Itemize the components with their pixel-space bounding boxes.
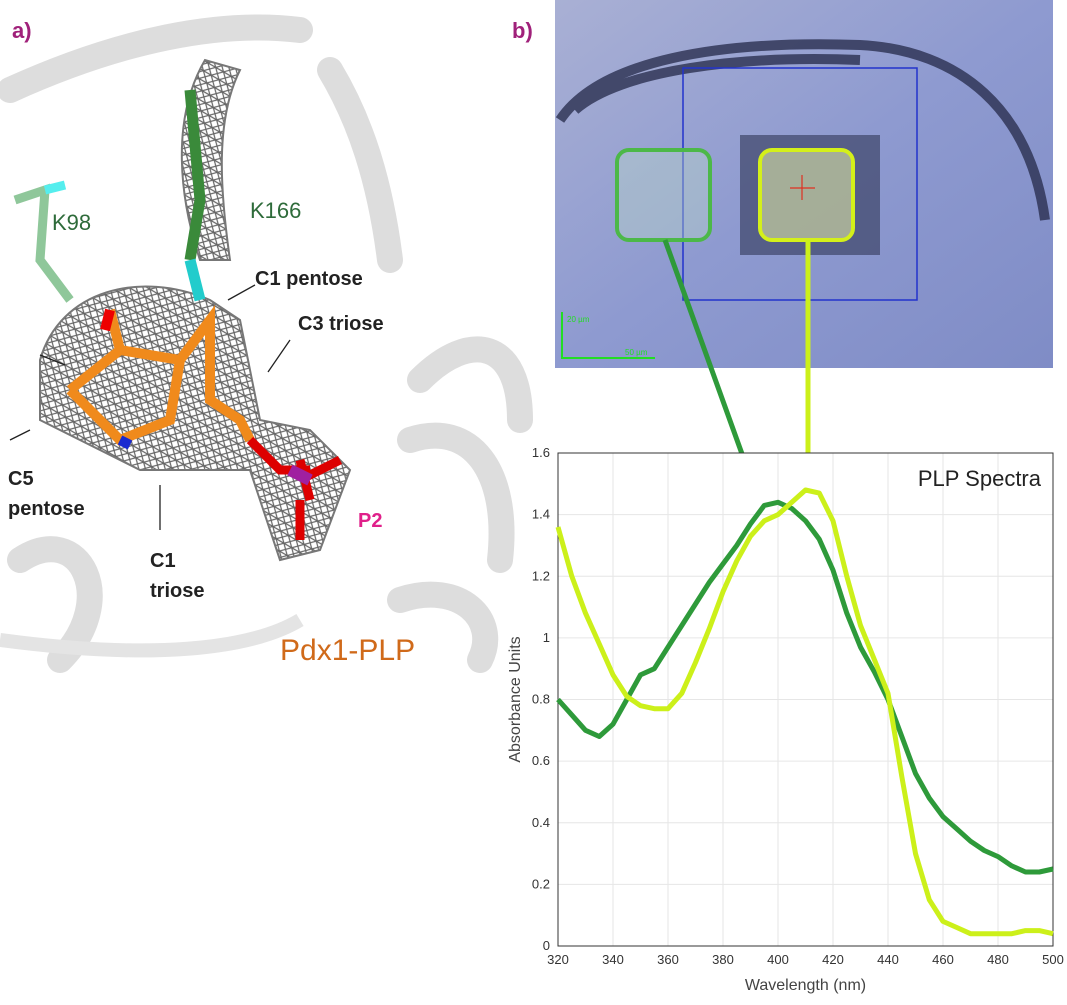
y-tick-label: 0.4	[532, 815, 550, 830]
atom-label: triose	[150, 580, 204, 602]
atom-label: C3 triose	[298, 313, 384, 335]
x-tick-label: 500	[1042, 952, 1064, 967]
structure	[0, 14, 533, 673]
chart-title: PLP Spectra	[918, 466, 1042, 491]
y-tick-label: 1.6	[532, 445, 550, 460]
scale-label: 20 µm	[567, 315, 590, 324]
atom-label: C5	[8, 468, 34, 490]
y-tick-label: 1.4	[532, 507, 550, 522]
y-tick-label: 0.8	[532, 692, 550, 707]
crystal-photo	[555, 0, 1053, 491]
y-axis-label: Absorbance Units	[507, 636, 524, 762]
x-tick-label: 480	[987, 952, 1009, 967]
y-tick-label: 1	[543, 630, 550, 645]
atom-label: pentose	[8, 498, 85, 520]
atom-label: C1 pentose	[255, 268, 363, 290]
atom-label: C1	[150, 550, 176, 572]
scale-label: 50 µm	[625, 348, 648, 357]
residue-label: K98	[52, 210, 91, 235]
y-tick-label: 0	[543, 938, 550, 953]
complex-label: Pdx1-PLP	[280, 634, 415, 667]
x-tick-label: 460	[932, 952, 954, 967]
y-tick-label: 1.2	[532, 568, 550, 583]
atom-label: P2	[358, 510, 382, 532]
panel-label: a)	[12, 18, 32, 43]
x-axis-label: Wavelength (nm)	[745, 977, 866, 994]
x-tick-label: 340	[602, 952, 624, 967]
x-tick-label: 440	[877, 952, 899, 967]
y-tick-label: 0.2	[532, 876, 550, 891]
residue-label: K166	[250, 198, 301, 223]
series-line	[556, 499, 1054, 875]
series-line	[555, 487, 1054, 937]
x-tick-label: 380	[712, 952, 734, 967]
y-tick-label: 0.6	[532, 753, 550, 768]
x-tick-label: 320	[547, 952, 569, 967]
x-tick-label: 360	[657, 952, 679, 967]
x-tick-label: 400	[767, 952, 789, 967]
x-tick-label: 420	[822, 952, 844, 967]
panel-label: b)	[512, 18, 533, 43]
